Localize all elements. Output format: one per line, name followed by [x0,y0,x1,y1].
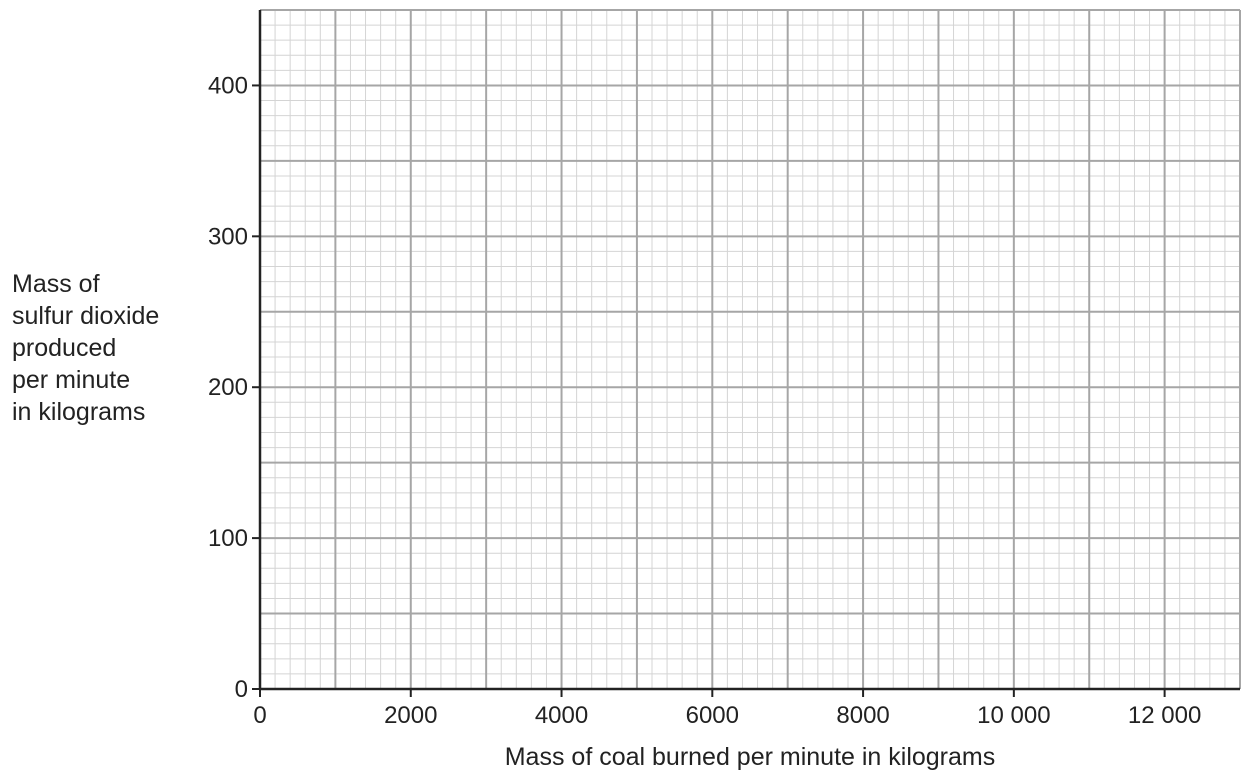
axes [252,10,1240,697]
x-axis-label: Mass of coal burned per minute in kilogr… [505,743,996,771]
x-tick-label: 2000 [384,702,437,729]
x-tick-label: 8000 [836,702,889,729]
grid-minor [260,10,1240,689]
x-tick-label: 6000 [686,702,739,729]
y-axis-label-line: per minute [12,366,131,394]
y-axis-label-line: Mass of [12,270,100,298]
x-tick-label: 12 000 [1128,702,1201,729]
y-tick-label: 0 [235,676,248,703]
y-tick-label: 100 [208,525,248,552]
y-tick-label: 200 [208,374,248,401]
x-tick-label: 0 [253,702,266,729]
y-axis-label-line: sulfur dioxide [12,302,160,330]
y-tick-label: 400 [208,72,248,99]
y-axis-label-line: produced [12,334,117,362]
x-tick-label: 10 000 [977,702,1050,729]
y-axis-label: Mass of sulfur dioxide produced per minu… [12,268,159,428]
grid-major [259,9,1241,690]
y-axis-label-line: in kilograms [12,398,146,426]
x-tick-label: 4000 [535,702,588,729]
y-tick-label: 300 [208,223,248,250]
